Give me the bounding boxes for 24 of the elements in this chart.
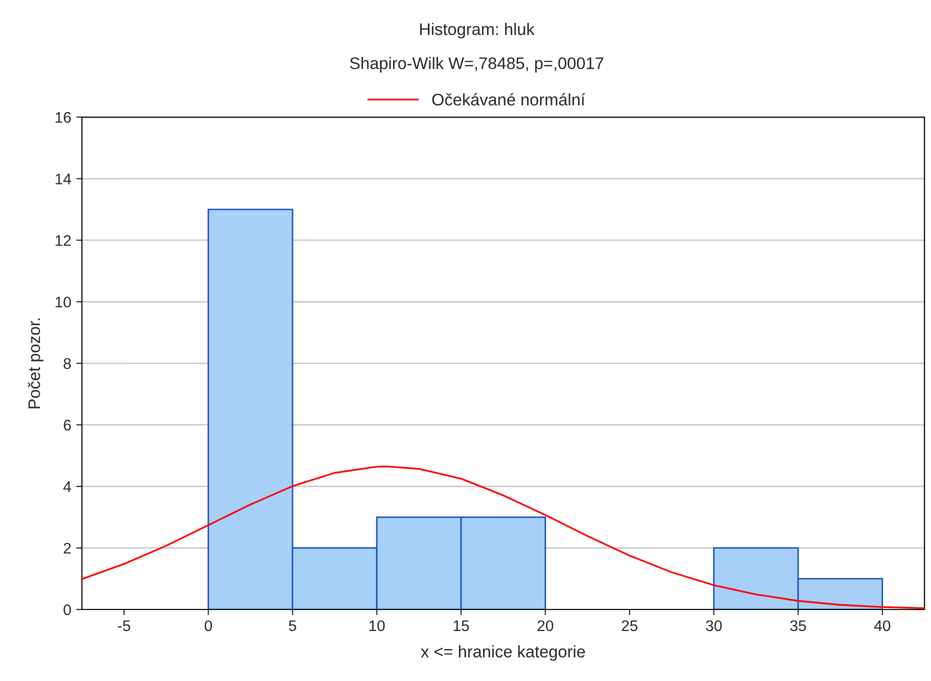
x-tick-label: -5 bbox=[118, 620, 130, 632]
legend-label: Očekávané normální bbox=[432, 93, 586, 106]
x-tick-label: 5 bbox=[288, 620, 296, 632]
y-tick-label: 10 bbox=[56, 296, 71, 308]
y-tick-label: 0 bbox=[64, 604, 71, 616]
x-tick-label: 15 bbox=[454, 620, 469, 632]
y-tick-label: 4 bbox=[63, 481, 72, 492]
chart-subtitle: Shapiro-Wilk W=,78485, p=,00017 bbox=[350, 56, 604, 72]
x-tick-label: 35 bbox=[790, 620, 806, 632]
x-tick-label: 25 bbox=[622, 620, 638, 632]
x-tick-label: 10 bbox=[369, 620, 385, 632]
chart-title: Histogram: hluk bbox=[420, 22, 535, 38]
y-tick-label: 12 bbox=[56, 235, 71, 246]
y-axis-title: Počet pozor. bbox=[28, 318, 44, 408]
x-tick-label: 20 bbox=[538, 620, 554, 632]
y-tick-label: 14 bbox=[56, 174, 72, 184]
x-tick-label: 40 bbox=[874, 620, 890, 632]
y-tick-label: 2 bbox=[64, 542, 71, 554]
y-tick-label: 16 bbox=[56, 112, 71, 123]
x-tick-label: 0 bbox=[204, 620, 212, 632]
x-tick-label: 30 bbox=[706, 620, 722, 632]
y-tick-label: 8 bbox=[64, 358, 71, 369]
x-axis-title: x <= hranice kategorie bbox=[420, 645, 585, 661]
y-tick-label: 6 bbox=[64, 420, 71, 431]
